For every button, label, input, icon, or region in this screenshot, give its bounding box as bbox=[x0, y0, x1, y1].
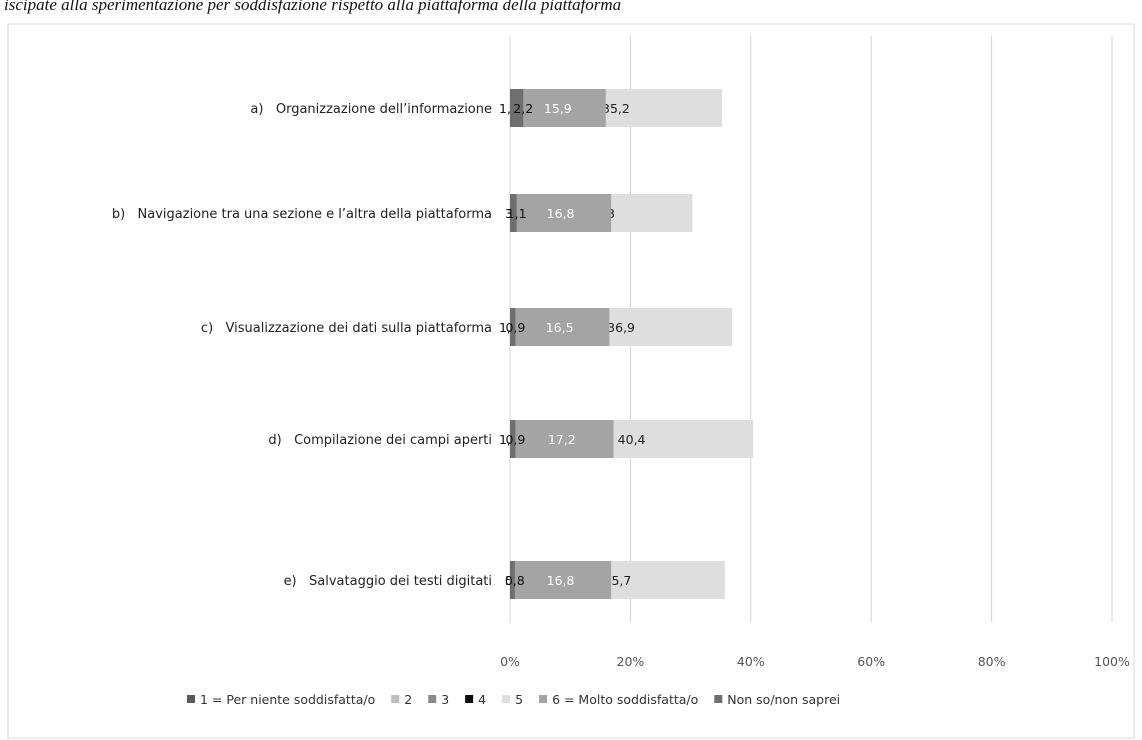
data-label: 1,1 bbox=[507, 206, 527, 221]
legend-swatch bbox=[391, 695, 400, 703]
legend-swatch bbox=[502, 695, 511, 703]
bar-segment bbox=[510, 89, 606, 127]
bar-segment bbox=[510, 420, 516, 458]
category-label: b) Navigazione tra una sezione e l’altra… bbox=[112, 207, 492, 222]
bar-segment bbox=[510, 308, 516, 346]
legend-label: 2 bbox=[404, 692, 412, 707]
data-label: 16,5 bbox=[546, 320, 574, 335]
legend-swatch bbox=[539, 695, 548, 703]
data-label: 15,9 bbox=[544, 101, 572, 116]
x-tick-label: 20% bbox=[617, 654, 645, 669]
data-label: 0,9 bbox=[505, 320, 525, 335]
data-label: 2,2 bbox=[513, 101, 533, 116]
category-label: d) Compilazione dei campi aperti bbox=[268, 433, 492, 448]
legend-swatch bbox=[714, 695, 723, 703]
bar-segment bbox=[510, 561, 612, 599]
x-tick-label: 100% bbox=[1094, 654, 1130, 669]
category-label: e) Salvataggio dei testi digitati bbox=[284, 574, 492, 589]
data-label: 3 bbox=[505, 206, 513, 221]
legend-swatch bbox=[428, 695, 437, 703]
bars: 1,3513,127,335,215,92,239,114,325,330,31… bbox=[499, 89, 754, 599]
chart-frame bbox=[7, 23, 1135, 739]
x-tick-label: 80% bbox=[978, 654, 1006, 669]
x-tick-label: 60% bbox=[857, 654, 885, 669]
legend-swatch bbox=[187, 695, 195, 703]
data-label: 36,9 bbox=[607, 320, 635, 335]
data-label: 40,4 bbox=[618, 432, 646, 447]
legend-label: Non so/non saprei bbox=[727, 692, 840, 707]
legend-label: 5 bbox=[515, 692, 523, 707]
x-axis-ticks: 0% 20% 40% 60% 80% 100% bbox=[500, 654, 1130, 669]
x-tick-label: 40% bbox=[737, 654, 765, 669]
data-label: 17,2 bbox=[548, 432, 576, 447]
data-label: 0,8 bbox=[505, 573, 525, 588]
legend-label: 6 = Molto soddisfatta/o bbox=[552, 692, 698, 707]
data-label: 0,9 bbox=[505, 432, 525, 447]
category-label: a) Organizzazione dell’informazione bbox=[250, 102, 492, 117]
category-label: c) Visualizzazione dei dati sulla piatta… bbox=[201, 321, 492, 336]
data-label: 5 bbox=[505, 573, 513, 588]
legend-label: 4 bbox=[478, 692, 486, 707]
legend-swatch bbox=[465, 695, 474, 703]
legend: 1 = Per niente soddisfatta/o 2 3 4 5 6 = Molt… bbox=[187, 692, 840, 707]
bar-segment bbox=[510, 308, 610, 346]
chart-caption: iscipate alla sperimentazione per soddis… bbox=[4, 0, 622, 14]
bar-segment bbox=[510, 561, 515, 599]
data-label: 35,2 bbox=[602, 101, 630, 116]
category-labels: a) Organizzazione dell’informazione b) Na… bbox=[112, 102, 492, 589]
legend-label: 3 bbox=[441, 692, 449, 707]
bar-segment bbox=[510, 194, 517, 232]
data-label: 16,8 bbox=[547, 206, 575, 221]
data-label: 16,8 bbox=[547, 573, 575, 588]
x-tick-label: 0% bbox=[500, 654, 520, 669]
bar-segment bbox=[510, 194, 612, 232]
legend-label: 1 = Per niente soddisfatta/o bbox=[200, 692, 375, 707]
bar-segment bbox=[510, 420, 614, 458]
bar-segment bbox=[510, 89, 524, 127]
